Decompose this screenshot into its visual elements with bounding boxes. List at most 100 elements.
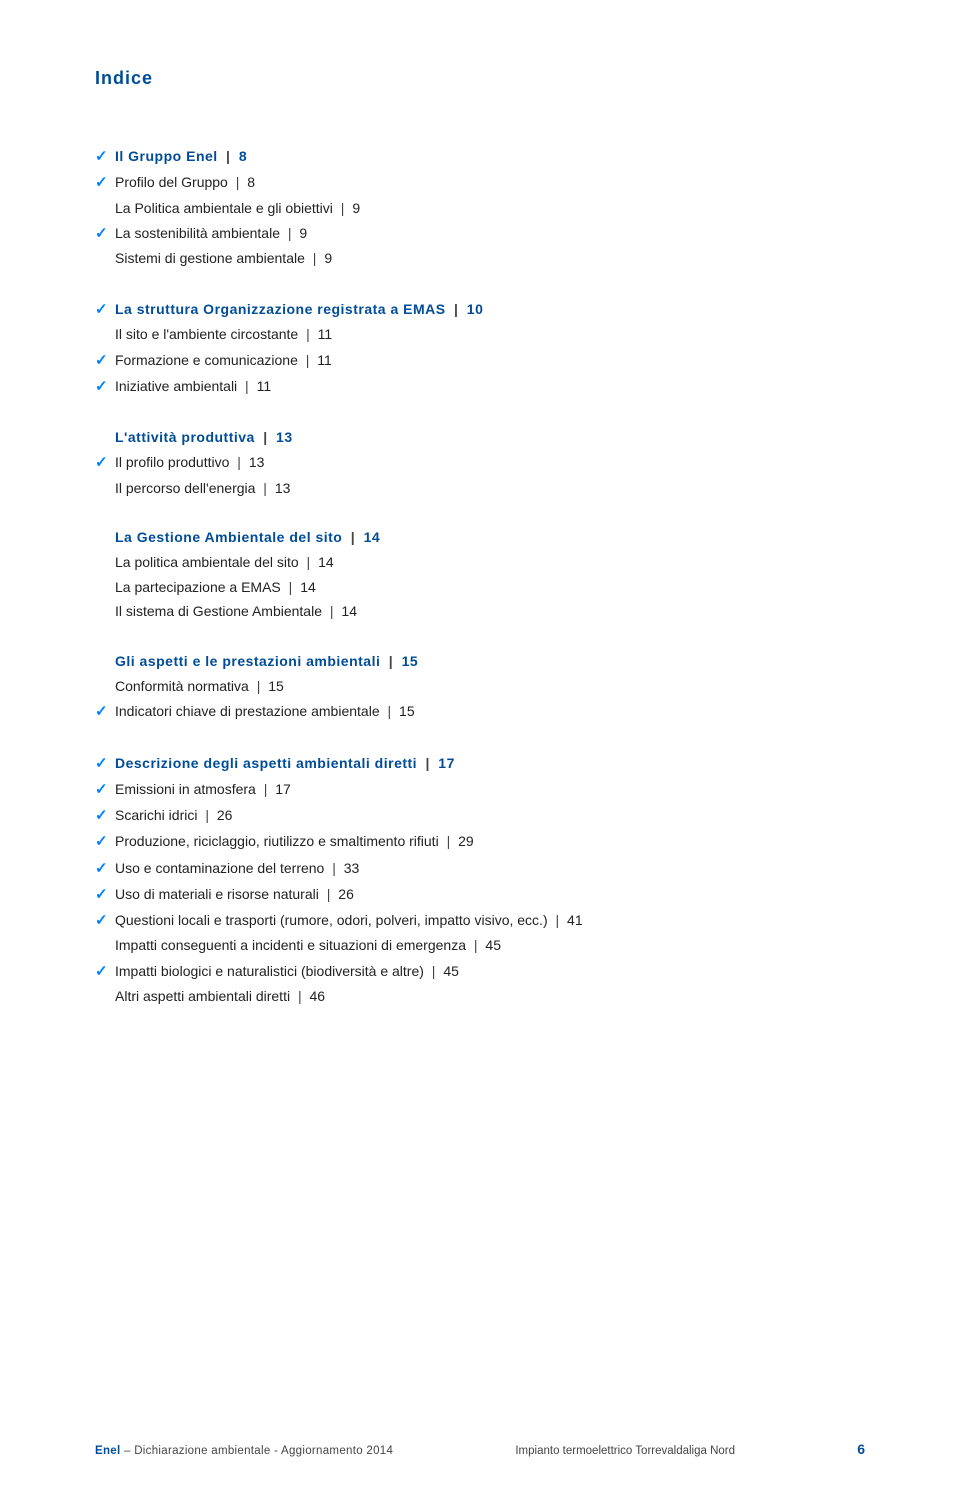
check-icon: ✓ xyxy=(95,883,115,906)
toc-item-label: Conformità normativa | 15 xyxy=(115,676,284,698)
separator: | xyxy=(384,703,395,719)
separator: | xyxy=(260,781,271,797)
toc-item-label: Altri aspetti ambientali diretti | 46 xyxy=(115,986,325,1008)
check-icon: ✓ xyxy=(95,960,115,983)
toc-page-number: 29 xyxy=(458,833,474,849)
separator: | xyxy=(302,326,313,342)
separator: | xyxy=(309,250,320,266)
toc-page-number: 14 xyxy=(300,579,316,595)
separator: | xyxy=(323,886,334,902)
toc-page-number: 11 xyxy=(318,326,333,342)
toc-page-number: 13 xyxy=(276,429,293,445)
toc-page-number: 17 xyxy=(275,781,291,797)
toc-item-label: La partecipazione a EMAS | 14 xyxy=(115,577,316,599)
toc-item-label: La politica ambientale del sito | 14 xyxy=(115,552,334,574)
separator: | xyxy=(326,603,337,619)
check-icon: ✓ xyxy=(95,752,115,775)
toc-item-label: Indicatori chiave di prestazione ambient… xyxy=(115,701,415,723)
toc-label-text: Produzione, riciclaggio, riutilizzo e sm… xyxy=(115,833,439,849)
check-icon: ✓ xyxy=(95,830,115,853)
toc-line: Il sito e l'ambiente circostante | 11 xyxy=(95,324,865,346)
separator: | xyxy=(384,653,397,669)
toc-line: ✓La sostenibilità ambientale | 9 xyxy=(95,222,865,245)
toc-line: Il percorso dell'energia | 13 xyxy=(95,478,865,500)
toc-page-number: 9 xyxy=(324,250,332,266)
toc-line: ✓Indicatori chiave di prestazione ambien… xyxy=(95,700,865,723)
toc-page-number: 10 xyxy=(467,301,484,317)
toc-label-text: La sostenibilità ambientale xyxy=(115,225,280,241)
toc-item-label: Il percorso dell'energia | 13 xyxy=(115,478,290,500)
toc-page-number: 11 xyxy=(317,352,332,368)
separator: | xyxy=(222,148,235,164)
toc-heading-label: Il Gruppo Enel | 8 xyxy=(115,146,247,168)
toc-line: Sistemi di gestione ambientale | 9 xyxy=(95,248,865,270)
footer-brand: Enel xyxy=(95,1445,121,1457)
separator: | xyxy=(232,174,243,190)
toc-item-label: Formazione e comunicazione | 11 xyxy=(115,350,332,372)
toc-page-number: 46 xyxy=(310,988,326,1004)
check-icon: ✓ xyxy=(95,778,115,801)
toc-label-text: La Politica ambientale e gli obiettivi xyxy=(115,200,333,216)
toc-line: Conformità normativa | 15 xyxy=(95,676,865,698)
toc-label-text: Indicatori chiave di prestazione ambient… xyxy=(115,703,380,719)
toc-page-number: 15 xyxy=(399,703,415,719)
toc-line: ✓Descrizione degli aspetti ambientali di… xyxy=(95,752,865,775)
toc-label-text: L'attività produttiva xyxy=(115,429,255,445)
separator: | xyxy=(285,579,296,595)
separator: | xyxy=(421,755,434,771)
toc-page-number: 13 xyxy=(249,454,265,470)
toc-line: La Politica ambientale e gli obiettivi |… xyxy=(95,198,865,220)
toc-page-number: 15 xyxy=(402,653,419,669)
toc-page-number: 9 xyxy=(352,200,360,216)
check-icon: ✓ xyxy=(95,145,115,168)
toc-item-label: Produzione, riciclaggio, riutilizzo e sm… xyxy=(115,831,474,853)
toc-page-number: 26 xyxy=(338,886,354,902)
toc-page-number: 26 xyxy=(217,807,233,823)
separator: | xyxy=(428,963,439,979)
toc-label-text: Impatti conseguenti a incidenti e situaz… xyxy=(115,937,466,953)
separator: | xyxy=(233,454,244,470)
separator: | xyxy=(337,200,348,216)
toc-line: La Gestione Ambientale del sito | 14 xyxy=(95,527,865,549)
toc-label-text: Profilo del Gruppo xyxy=(115,174,228,190)
toc-line: Il sistema di Gestione Ambientale | 14 xyxy=(95,601,865,623)
separator: | xyxy=(259,429,272,445)
separator: | xyxy=(201,807,212,823)
check-icon: ✓ xyxy=(95,909,115,932)
toc-label-text: Il profilo produttivo xyxy=(115,454,229,470)
toc-line: ✓Uso di materiali e risorse naturali | 2… xyxy=(95,883,865,906)
toc-section: ✓Descrizione degli aspetti ambientali di… xyxy=(95,752,865,1008)
toc-section: ✓La struttura Organizzazione registrata … xyxy=(95,298,865,398)
check-icon: ✓ xyxy=(95,804,115,827)
toc-label-text: Scarichi idrici xyxy=(115,807,197,823)
toc-page-number: 33 xyxy=(344,860,360,876)
separator: | xyxy=(328,860,339,876)
separator: | xyxy=(253,678,264,694)
footer-center: Impianto termoelettrico Torrevaldaliga N… xyxy=(515,1445,735,1457)
footer-page-number: 6 xyxy=(857,1441,865,1457)
toc-heading-label: L'attività produttiva | 13 xyxy=(115,427,293,449)
toc-label-text: Il percorso dell'energia xyxy=(115,480,255,496)
toc-item-label: Scarichi idrici | 26 xyxy=(115,805,232,827)
toc-page-number: 13 xyxy=(275,480,291,496)
toc-label-text: Impatti biologici e naturalistici (biodi… xyxy=(115,963,424,979)
toc-item-label: Uso di materiali e risorse naturali | 26 xyxy=(115,884,354,906)
check-icon: ✓ xyxy=(95,700,115,723)
toc-label-text: La struttura Organizzazione registrata a… xyxy=(115,301,446,317)
page-footer: Enel – Dichiarazione ambientale - Aggior… xyxy=(95,1441,865,1457)
toc-line: ✓Produzione, riciclaggio, riutilizzo e s… xyxy=(95,830,865,853)
toc-page-number: 14 xyxy=(364,529,381,545)
toc-label-text: Altri aspetti ambientali diretti xyxy=(115,988,290,1004)
check-icon: ✓ xyxy=(95,375,115,398)
toc-item-label: Impatti biologici e naturalistici (biodi… xyxy=(115,961,459,983)
check-icon: ✓ xyxy=(95,298,115,321)
toc-item-label: La sostenibilità ambientale | 9 xyxy=(115,223,307,245)
toc-label-text: Sistemi di gestione ambientale xyxy=(115,250,305,266)
toc-item-label: Il sito e l'ambiente circostante | 11 xyxy=(115,324,332,346)
toc-line: ✓Il Gruppo Enel | 8 xyxy=(95,145,865,168)
table-of-contents: ✓Il Gruppo Enel | 8✓Profilo del Gruppo |… xyxy=(95,145,865,1008)
separator: | xyxy=(450,301,463,317)
toc-label-text: Conformità normativa xyxy=(115,678,249,694)
toc-label-text: Il Gruppo Enel xyxy=(115,148,218,164)
toc-page-number: 8 xyxy=(247,174,255,190)
